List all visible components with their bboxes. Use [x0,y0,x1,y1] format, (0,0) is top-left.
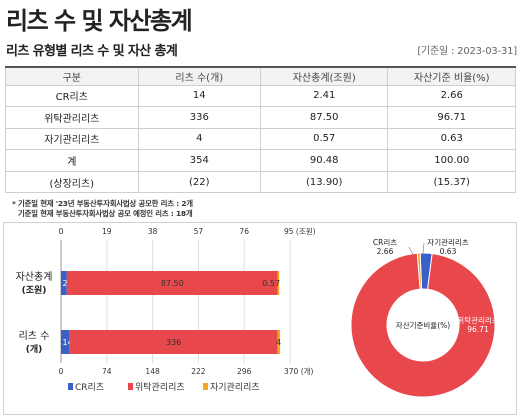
table-cell: 14 [137,84,261,108]
table-cell: (22) [137,170,261,194]
table-row: 자기관리리츠 4 0.57 0.63 [5,127,516,151]
slice-value-label: 0.63 [440,247,457,256]
table-cell: 0.57 [259,127,389,151]
legend-swatch [68,383,73,390]
table-cell: 0.63 [387,127,516,151]
table-cell: 336 [137,106,261,129]
table-row: CR리츠 14 2.41 2.66 [5,84,516,108]
table-cell: CR리츠 [5,84,139,108]
bar-value-label: 87.50 [161,279,184,288]
slice-name-label: CR리츠 [373,238,397,247]
chart-panel: 0 19 38 57 76 95 (조원) 0 74 148 222 296 370 (개) 자산총계(… [3,222,517,415]
table-cell: 87.50 [259,106,389,129]
table-cell: 96.71 [387,106,516,129]
legend-label: 위탁관리리츠 [135,381,185,393]
column-header: 구분 [5,66,139,86]
top-axis-tick-label: 95 (조원) [284,227,316,236]
leader-line [422,242,425,254]
slice-value-label: 96.71 [467,325,489,334]
table-cell: (상장리츠) [5,170,139,194]
bar-value-label: 4 [276,338,281,347]
charts-svg: 0 19 38 57 76 95 (조원)0 74 148 222 296 370 (개)자산총계(… [16,227,499,398]
bar-value-label: 0.57 [262,279,280,288]
category-label: 자산총계 [16,271,53,283]
footnote: 기준일 현재 부동산투자회사법상 공모 예정인 리츠 : 18개 [18,209,193,218]
bar-segment [66,271,278,295]
bottom-axis-tick-label: 74 [102,367,112,376]
bar-segment [61,271,67,295]
category-sublabel: (조원) [22,284,47,296]
table-cell: 4 [137,127,261,151]
bottom-axis-tick-label: 296 [237,367,252,376]
table-cell: 자기관리리츠 [5,127,139,151]
top-axis-tick-label: 76 [239,227,249,236]
legend-label: CR리츠 [75,382,104,393]
legend-label: 자기관리리츠 [210,382,260,393]
top-axis-tick-label: 57 [194,227,204,236]
table-header-row: 구분 리츠 수(개) 자산총계(조원) 자산기준 비율(%) [5,66,516,86]
reits-stats-table: 구분 리츠 수(개) 자산총계(조원) 자산기준 비율(%) CR리츠 14 2… [5,66,516,194]
table-cell: 100.00 [387,149,516,172]
table-cell: 354 [137,149,261,172]
pie-slice [416,252,423,290]
footnote: * 기준일 현재 '23년 부동산투자회사법상 공모한 리츠 : 2개 [12,199,193,208]
top-axis-tick-label: 38 [148,227,158,236]
table-row: 계 354 90.48 100.00 [5,149,516,172]
bar-segment [69,330,278,354]
bar-segment [61,330,70,354]
table-row: (상장리츠) (22) (13.90) (15.37) [5,170,516,194]
category-label: 리츠 수 [19,330,50,342]
footnotes: * 기준일 현재 '23년 부동산투자회사법상 공모한 리츠 : 2개 기준일 … [12,199,193,219]
leader-line [408,246,415,257]
column-header: 리츠 수(개) [137,66,261,86]
bottom-axis-tick-label: 222 [191,367,206,376]
bottom-axis-tick-label: 370 (개) [284,366,314,376]
legend-swatch [128,383,133,390]
table-row: 위탁관리리츠 336 87.50 96.71 [5,106,516,129]
top-axis-tick-label: 19 [102,227,112,236]
slice-value-label: 2.66 [377,247,394,256]
bottom-axis-tick-label: 0 [59,367,64,376]
donut-center-label: 자산기준비율(%) [396,320,450,330]
table-cell: 90.48 [259,149,389,172]
table-cell: 2.41 [259,84,389,108]
bar-value-label: 336 [166,338,181,347]
bottom-axis-tick-label: 148 [145,367,160,376]
table-cell: 위탁관리리츠 [5,106,139,129]
bar-segment [277,271,280,295]
bar-segment [277,330,281,354]
table-cell: (13.90) [259,170,389,194]
slice-name-label: 위탁관리리츠 [457,315,498,325]
column-header: 자산기준 비율(%) [387,66,516,86]
column-header: 자산총계(조원) [259,66,389,86]
category-sublabel: (개) [26,343,43,355]
slice-name-label: 자기관리리츠 [427,237,468,247]
section-title: 리츠 유형별 리츠 수 및 자산 총계 [6,44,178,59]
table-cell: 2.66 [387,84,516,108]
top-axis-tick-label: 0 [59,227,64,236]
table-cell: (15.37) [387,170,516,194]
page-title: 리츠 수 및 자산총계 [6,7,193,35]
bar-value-label: 14 [63,338,73,347]
pie-slice [350,252,496,398]
table-cell: 계 [5,149,139,172]
legend-swatch [203,383,208,390]
base-date: [기준일 : 2023-03-31] [417,46,517,57]
